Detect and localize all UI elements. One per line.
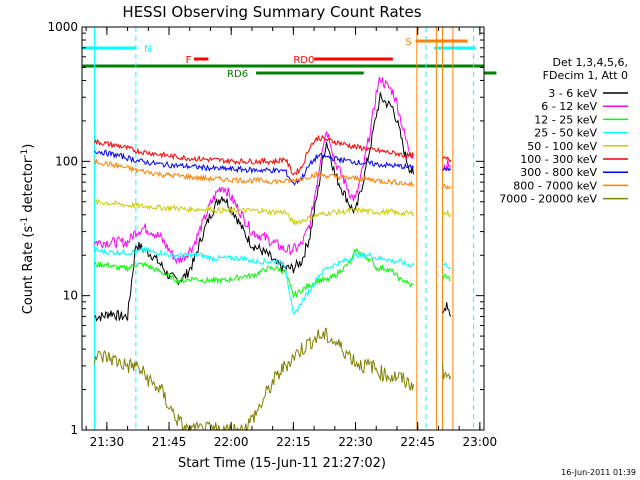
legend-entry-label: 3 - 6 keV [548, 87, 597, 100]
y-axis-label-sup: -1 [20, 149, 30, 158]
legend-entry-label: 100 - 300 keV [520, 153, 597, 166]
flag-label: S [405, 37, 411, 48]
series-line [93, 134, 414, 176]
series-line [94, 92, 414, 322]
chart-title: HESSI Observing Summary Count Rates [122, 3, 421, 21]
legend-entry-label: 50 - 100 keV [527, 140, 597, 153]
plot-frame [81, 26, 485, 431]
series-line [442, 159, 452, 171]
x-tick-label: 22:15 [276, 435, 311, 449]
legend-entry-label: 25 - 50 keV [534, 127, 597, 140]
series-line [442, 165, 452, 172]
legend-header-line: FDecim 1, Att 0 [543, 69, 628, 82]
legend-header-line: Det 1,3,4,5,6, [552, 56, 628, 69]
series-line [442, 209, 452, 218]
series-line [442, 262, 451, 270]
flag-label: N [144, 44, 151, 55]
series-line [93, 158, 414, 187]
y-axis-label-part: ) [21, 144, 36, 149]
x-tick-label: 23:00 [463, 435, 498, 449]
flag-bars: N F RD0 S RD6 [82, 37, 497, 80]
plot-timestamp: 16-Jun-2011 01:39 [561, 468, 636, 477]
x-tick-label: 22:00 [214, 435, 249, 449]
series-lines [93, 76, 452, 432]
series-line [442, 302, 452, 317]
series-line [442, 362, 452, 381]
legend: Det 1,3,4,5,6, FDecim 1, Att 0 3 - 6 keV… [499, 56, 628, 206]
flag-label: RD6 [227, 69, 248, 80]
flag-label: RD0 [293, 55, 314, 66]
axis-ticks: 21:30 21:45 22:00 22:15 22:30 22:45 23:00 1 10 10… [47, 20, 497, 449]
y-axis-label-part: detector [21, 157, 36, 217]
x-tick-label: 21:45 [152, 435, 187, 449]
legend-entry-label: 300 - 800 keV [520, 166, 597, 179]
legend-entry-label: 6 - 12 keV [541, 100, 597, 113]
series-line [442, 183, 452, 191]
series-line [94, 198, 414, 226]
series-line [93, 149, 414, 186]
series-line [442, 156, 452, 163]
legend-entry-label: 7000 - 20000 keV [499, 193, 597, 206]
legend-entry-label: 800 - 7000 keV [513, 179, 597, 192]
x-tick-label: 22:30 [338, 435, 373, 449]
series-line [442, 273, 451, 282]
x-axis-label: Start Time (15-Jun-11 21:27:02) [178, 456, 386, 471]
flag-label: F [186, 55, 192, 66]
series-line [93, 327, 414, 432]
x-tick-label: 22:45 [400, 435, 435, 449]
y-tick-label: 100 [55, 154, 78, 168]
y-tick-label: 1000 [47, 20, 78, 34]
y-tick-label: 1 [70, 423, 78, 437]
y-axis-label-sup: -1 [20, 217, 30, 226]
attenuator-lines [93, 27, 475, 430]
y-axis-label: Count Rate (s-1 detector-1) [20, 144, 36, 315]
legend-entry-label: 12 - 25 keV [534, 113, 597, 126]
x-tick-label: 21:30 [90, 435, 125, 449]
series-line [93, 76, 414, 265]
y-tick-label: 10 [63, 289, 78, 303]
y-axis-label-part: Count Rate (s [21, 226, 36, 315]
series-line [93, 245, 414, 315]
